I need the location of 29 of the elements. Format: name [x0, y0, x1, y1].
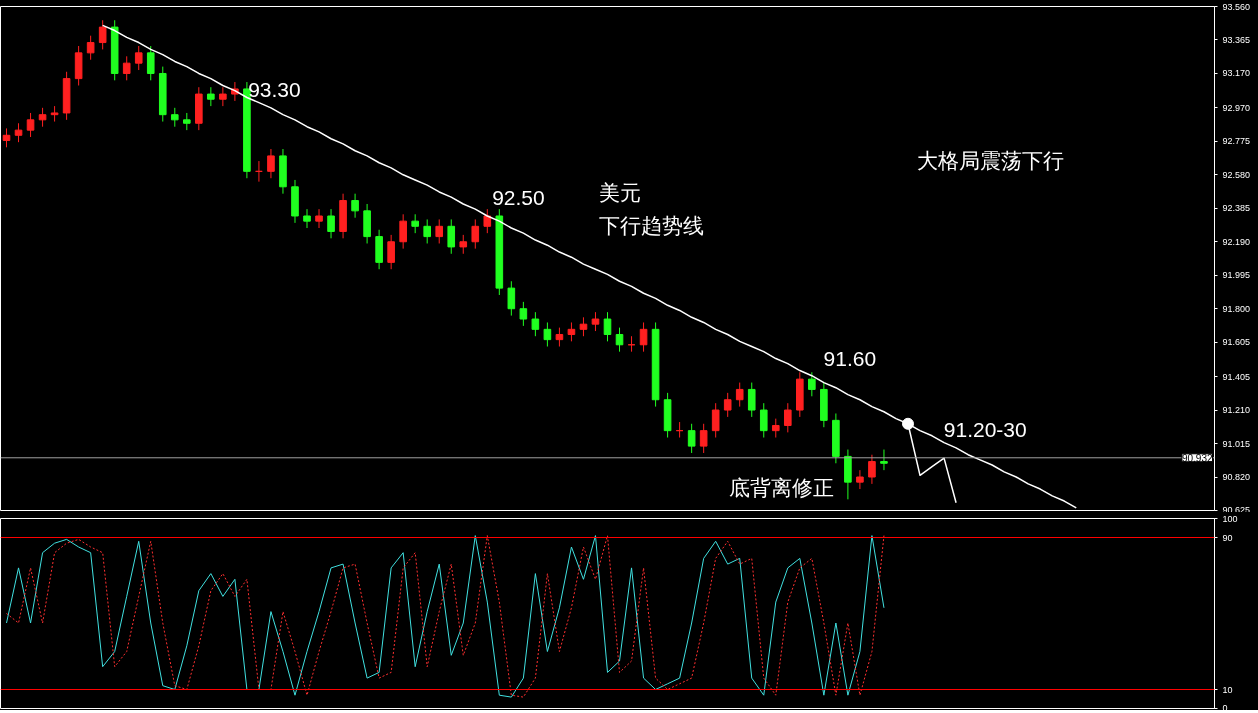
y-tick-label: 91.210 — [1222, 405, 1251, 416]
y-tick-label: 92.385 — [1222, 203, 1251, 214]
y-tick-label: 92.580 — [1222, 169, 1251, 180]
y-tick-label: 92.775 — [1222, 136, 1251, 147]
y-tick-label: 93.560 — [1222, 1, 1251, 12]
y-tick-label: 0 — [1222, 702, 1228, 713]
annotation: 93.30 — [248, 77, 301, 101]
y-tick-label: 92.970 — [1222, 102, 1251, 113]
y-tick-label: 92.190 — [1222, 236, 1251, 247]
annotation: 91.60 — [823, 347, 877, 371]
y-tick-label: 93.170 — [1222, 68, 1251, 79]
annotation: 大格局震荡下行 — [917, 148, 1065, 172]
y-tick-label: 100 — [1222, 513, 1238, 524]
y-tick-label: 91.405 — [1222, 371, 1251, 382]
annotation: 底背离修正 — [728, 476, 834, 500]
y-tick-label: 91.605 — [1222, 337, 1251, 348]
y-tick-label: 91.995 — [1222, 270, 1251, 281]
y-tick-label: 93.365 — [1222, 34, 1251, 45]
annotation: 91.20-30 — [943, 417, 1027, 441]
ref-line-label: 90.932 — [1181, 452, 1213, 464]
annotation: 下行趋势线 — [599, 214, 704, 238]
y-tick-label: 91.800 — [1222, 303, 1251, 314]
annotation: 92.50 — [492, 186, 545, 210]
y-tick-label: 90 — [1222, 532, 1233, 543]
y-tick-label: 90.625 — [1222, 504, 1251, 515]
annotation: 美元 — [599, 181, 641, 205]
y-tick-label: 10 — [1222, 684, 1233, 695]
y-tick-label: 91.015 — [1222, 438, 1251, 449]
y-tick-label: 90.820 — [1222, 472, 1251, 483]
